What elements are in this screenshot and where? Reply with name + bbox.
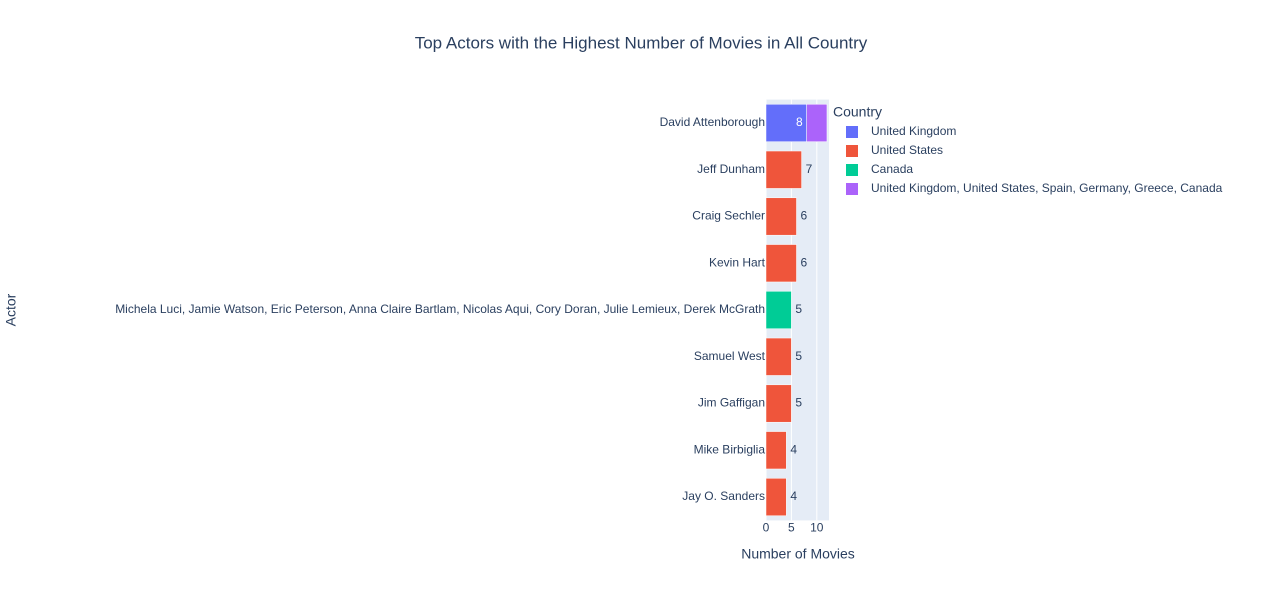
y-axis-title: Actor [3, 293, 19, 326]
bar [765, 104, 807, 142]
y-tick-label: Michela Luci, Jamie Watson, Eric Peterso… [115, 302, 765, 316]
x-axis-title: Number of Movies [741, 546, 855, 562]
bar [765, 244, 797, 283]
bar [765, 384, 792, 423]
bar [806, 104, 828, 142]
bar [765, 150, 802, 189]
value-label: 4 [790, 489, 797, 503]
value-label: 5 [795, 349, 802, 363]
y-tick-label: Jim Gaffigan [698, 396, 765, 410]
legend-swatch[interactable] [846, 164, 858, 176]
y-tick-label: Mike Birbiglia [694, 442, 766, 456]
value-label: 6 [800, 209, 807, 223]
value-label: 5 [795, 396, 802, 410]
legend-swatch[interactable] [846, 126, 858, 138]
bar [765, 291, 792, 329]
value-label: 5 [795, 302, 802, 316]
bar [765, 478, 787, 516]
legend-swatch[interactable] [846, 183, 858, 195]
y-tick-label: Craig Sechler [692, 209, 765, 223]
value-label: 7 [806, 162, 813, 176]
bar [765, 337, 792, 376]
value-label: 6 [800, 255, 807, 269]
value-label: 4 [790, 442, 797, 456]
x-tick-label: 0 [763, 521, 770, 535]
legend-label[interactable]: United States [871, 143, 943, 157]
x-tick-label: 5 [788, 521, 795, 535]
legend-label[interactable]: United Kingdom [871, 124, 956, 138]
legend-title: Country [833, 104, 882, 120]
y-tick-label: Jay O. Sanders [682, 489, 765, 503]
chart-title: Top Actors with the Highest Number of Mo… [415, 33, 868, 52]
bar [765, 431, 787, 470]
bar [765, 197, 797, 236]
legend-label[interactable]: Canada [871, 162, 913, 176]
y-tick-label: David Attenborough [660, 115, 765, 129]
y-tick-label: Jeff Dunham [697, 162, 765, 176]
legend-swatch[interactable] [846, 145, 858, 157]
legend-label[interactable]: United Kingdom, United States, Spain, Ge… [871, 181, 1223, 195]
value-label: 8 [796, 115, 803, 129]
x-tick-label: 10 [810, 521, 824, 535]
y-tick-label: Samuel West [694, 349, 766, 363]
y-tick-label: Kevin Hart [709, 255, 766, 269]
